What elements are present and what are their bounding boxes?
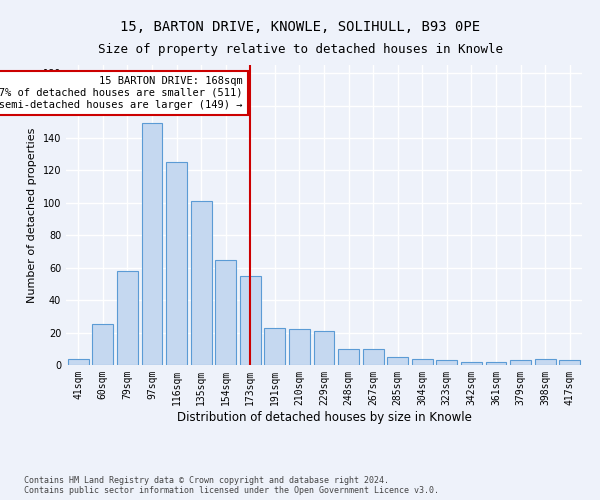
Bar	[92, 324, 113, 365]
Bar	[461, 362, 482, 365]
Y-axis label: Number of detached properties: Number of detached properties	[27, 128, 37, 302]
Text: 15 BARTON DRIVE: 168sqm
← 77% of detached houses are smaller (511)
23% of semi-d: 15 BARTON DRIVE: 168sqm ← 77% of detache…	[0, 76, 243, 110]
Bar	[215, 260, 236, 365]
Bar	[142, 124, 163, 365]
Text: Size of property relative to detached houses in Knowle: Size of property relative to detached ho…	[97, 42, 503, 56]
Bar	[436, 360, 457, 365]
Bar	[191, 201, 212, 365]
Bar	[387, 357, 408, 365]
Bar	[166, 162, 187, 365]
Bar	[117, 271, 138, 365]
Bar	[485, 362, 506, 365]
Bar	[289, 330, 310, 365]
Bar	[510, 360, 531, 365]
Bar	[412, 358, 433, 365]
Text: 15, BARTON DRIVE, KNOWLE, SOLIHULL, B93 0PE: 15, BARTON DRIVE, KNOWLE, SOLIHULL, B93 …	[120, 20, 480, 34]
Bar	[68, 358, 89, 365]
X-axis label: Distribution of detached houses by size in Knowle: Distribution of detached houses by size …	[176, 410, 472, 424]
Bar	[265, 328, 286, 365]
Bar	[362, 349, 383, 365]
Bar	[559, 360, 580, 365]
Bar	[240, 276, 261, 365]
Bar	[314, 331, 334, 365]
Bar	[338, 349, 359, 365]
Bar	[535, 358, 556, 365]
Text: Contains HM Land Registry data © Crown copyright and database right 2024.
Contai: Contains HM Land Registry data © Crown c…	[24, 476, 439, 495]
